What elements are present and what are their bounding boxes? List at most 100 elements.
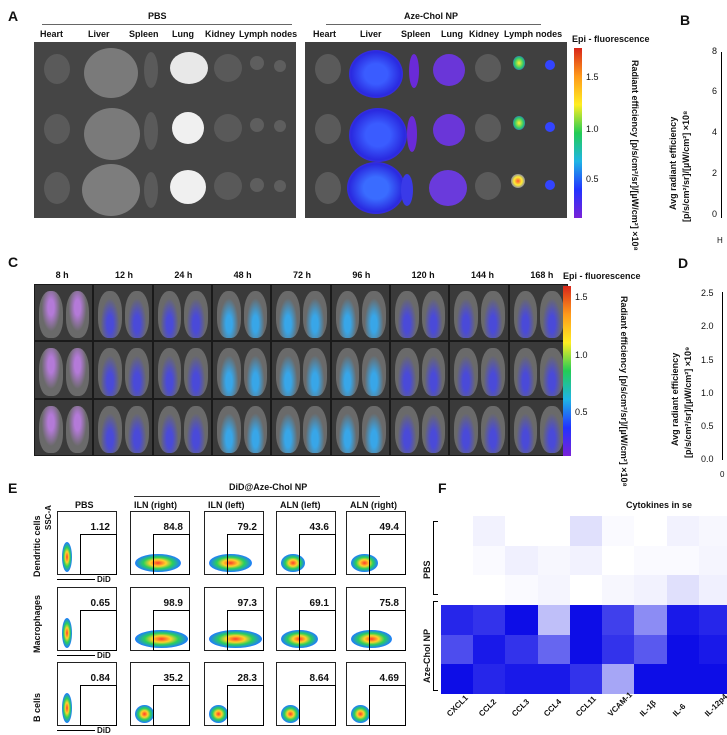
mouse-image-cell	[508, 398, 568, 456]
mouse-image-cell	[449, 341, 509, 399]
heatmap-cell	[473, 516, 506, 547]
heatmap-column-label: IL-12p4	[702, 692, 727, 719]
mouse-image-cell	[34, 341, 94, 399]
heatmap-cell	[569, 575, 603, 606]
timepoint-label: 24 h	[174, 270, 193, 280]
heatmap-column-label: CCL3	[509, 697, 531, 719]
mouse-silhouette	[276, 291, 300, 339]
mouse-image-cell	[508, 341, 568, 399]
heatmap-cell	[698, 664, 727, 695]
panel-b-ytick-4: 4	[712, 127, 718, 137]
flow-column-label: ALN (left)	[280, 500, 321, 510]
flow-density	[351, 554, 378, 572]
flow-gate	[298, 533, 336, 575]
flow-x-axis-label: DiD	[97, 651, 111, 660]
panel-label-a: A	[8, 8, 19, 24]
panel-b-xtick-fragment: H	[717, 236, 723, 245]
flow-gate	[298, 609, 336, 651]
mouse-silhouette	[362, 405, 386, 453]
mouse-silhouette	[540, 348, 564, 396]
np-organ-label-spleen: Spleen	[401, 29, 431, 39]
flow-plot: 43.6	[276, 511, 336, 575]
organ-label-lung: Lung	[172, 29, 194, 39]
flow-column-label: PBS	[75, 500, 94, 510]
np-row-bracket	[433, 601, 438, 691]
heatmap-cell	[698, 634, 727, 665]
mouse-silhouette	[39, 405, 63, 453]
mouse-silhouette	[302, 348, 327, 396]
heatmap-cell	[505, 545, 539, 576]
gate-percentage: 49.4	[379, 522, 399, 533]
mouse-image-cell	[34, 398, 94, 456]
mouse-silhouette	[421, 348, 446, 396]
mouse-image-cell	[449, 398, 509, 456]
flow-plot: 35.2	[130, 662, 190, 726]
flow-plot: 0.65	[57, 587, 117, 651]
mouse-silhouette	[335, 348, 360, 396]
mouse-silhouette	[454, 348, 478, 396]
mouse-silhouette	[243, 291, 268, 339]
panel-label-b: B	[680, 12, 691, 28]
heatmap-column-label: IL-1β	[638, 698, 659, 719]
pbs-organ-image	[34, 42, 296, 218]
heatmap-cell	[666, 664, 700, 695]
mouse-image-cell	[271, 341, 331, 399]
group-np-title: Aze-Chol NP	[404, 11, 458, 21]
mouse-silhouette	[421, 291, 446, 339]
heatmap-cell	[634, 664, 668, 695]
mouse-silhouette	[513, 348, 538, 396]
mouse-silhouette	[157, 405, 182, 453]
colorbar-c-title: Epi - fluorescence	[563, 271, 641, 281]
colorbar-c	[563, 286, 571, 456]
pbs-row-bracket	[433, 521, 438, 595]
mouse-image-cell	[93, 341, 153, 399]
mouse-image-cell	[93, 284, 153, 342]
mouse-silhouette	[335, 405, 360, 453]
gate-percentage: 43.6	[309, 522, 329, 533]
np-organ-label-liver: Liver	[360, 29, 382, 39]
panel-b-ytick-0: 0	[712, 209, 718, 219]
gate-percentage: 79.2	[237, 522, 257, 533]
mouse-silhouette	[39, 291, 63, 339]
timepoint-header: 8 h 12 h 24 h 48 h 72 h 96 h 120 h 144 h 168 h	[34, 270, 568, 284]
flow-gate	[368, 533, 406, 575]
heatmap-cell	[505, 634, 539, 665]
heatmap-cell	[698, 545, 727, 576]
timepoint-label: 168 h	[530, 270, 554, 280]
mouse-silhouette	[184, 291, 208, 339]
gate-percentage: 35.2	[163, 673, 183, 684]
heatmap-cell	[698, 605, 727, 636]
organ-label-lymph-nodes: Lymph nodes	[239, 29, 298, 39]
heatmap-cell	[698, 516, 727, 547]
timepoint-label: 72 h	[293, 270, 312, 280]
heatmap-cell	[666, 605, 700, 636]
timepoint-label: 12 h	[115, 270, 134, 280]
mouse-silhouette	[395, 348, 419, 396]
mouse-image-cell	[390, 341, 450, 399]
flow-row-label: Macrophages	[32, 594, 42, 653]
gate-percentage: 4.69	[379, 673, 399, 684]
heatmap-cell	[698, 575, 727, 606]
timepoint-label: 8 h	[55, 270, 69, 280]
mouse-silhouette	[480, 405, 505, 453]
mouse-silhouette	[98, 348, 122, 396]
mouse-silhouette	[243, 348, 268, 396]
panel-d-ylabel-1: Avg radiant efficiency	[670, 352, 680, 446]
np-organ-image	[305, 42, 567, 218]
heatmap-cell	[602, 634, 635, 665]
flow-density	[62, 542, 72, 572]
timepoint-label: 144 h	[471, 270, 495, 280]
flow-gate	[79, 609, 117, 651]
heatmap-cell	[473, 634, 506, 665]
panel-b-y-axis	[721, 52, 722, 218]
heatmap-cell	[473, 605, 506, 636]
flow-x-arrow	[57, 730, 95, 731]
heatmap-cell	[441, 545, 474, 576]
heatmap-cell	[602, 664, 635, 695]
pbs-group-line	[42, 24, 292, 25]
flow-column-label: ALN (right)	[350, 500, 397, 510]
mouse-silhouette	[395, 291, 419, 339]
mouse-image-cell	[508, 284, 568, 342]
gate-percentage: 28.3	[237, 673, 257, 684]
gate-percentage: 0.65	[90, 598, 110, 609]
